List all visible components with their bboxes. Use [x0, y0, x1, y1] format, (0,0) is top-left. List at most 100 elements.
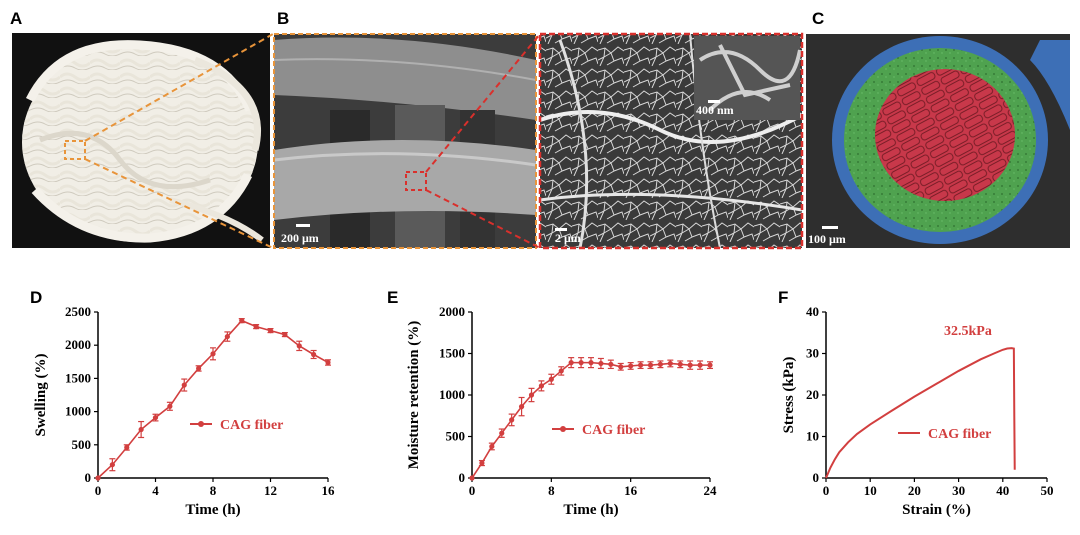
- panel-label-f: F: [778, 288, 788, 307]
- chart-e-data-point: [618, 364, 624, 370]
- chart-d-data-point: [325, 359, 331, 366]
- chart-d-legend-label: CAG fiber: [220, 418, 283, 433]
- chart-d-x-tick-label: 4: [152, 483, 159, 498]
- chart-d-y-tick-label: 2500: [65, 304, 91, 319]
- panel-label-e: E: [387, 288, 398, 307]
- chart-e-data-point: [489, 443, 495, 450]
- chart-d-data-point: [124, 444, 130, 451]
- chart-e-x-tick-label: 0: [469, 483, 476, 498]
- chart-f-y-tick-label: 40: [806, 304, 819, 319]
- chart-e-series-line: [471, 361, 710, 479]
- chart-f-x-tick-label: 40: [996, 483, 1009, 498]
- panel-label-c: C: [812, 9, 824, 28]
- scale-label-400nm: 400 nm: [696, 103, 734, 117]
- chart-e-data-point: [469, 475, 475, 481]
- chart-e-x-axis-label: Time (h): [563, 502, 618, 518]
- chart-f-peak-annotation: 32.5kPa: [944, 324, 992, 339]
- chart-d-y-tick-label: 500: [72, 437, 92, 452]
- chart-d-data-point: [181, 382, 187, 388]
- chart-d-data-point: [296, 343, 302, 349]
- panel-label-b: B: [277, 9, 289, 28]
- chart-d-data-point: [95, 475, 101, 481]
- chart-d-x-axis-label: Time (h): [185, 502, 240, 518]
- zoom-line-a-bottom: [84, 158, 274, 249]
- chart-e-data-point: [578, 360, 584, 366]
- chart-e-data-point: [647, 362, 654, 368]
- chart-d-data-point: [210, 351, 216, 357]
- chart-f-y-axis-label: Stress (kPa): [781, 357, 797, 434]
- chart-d-x-tick-label: 12: [264, 483, 277, 498]
- chart-e-x-tick-label: 8: [548, 483, 555, 498]
- chart-e-data-point: [628, 363, 634, 369]
- chart-e-legend-label: CAG fiber: [582, 423, 645, 438]
- chart-f-x-tick-label: 20: [908, 483, 921, 498]
- panel-b-left-frame: [273, 33, 537, 249]
- panel-a-photo: [12, 33, 270, 248]
- chart-d-data-point: [109, 462, 115, 468]
- chart-e-data-point: [558, 368, 564, 374]
- chart-f-x-tick-label: 10: [864, 483, 877, 498]
- chart-d-data-point: [311, 351, 317, 358]
- chart-e-legend-marker: [560, 426, 566, 432]
- chart-d-data-point: [253, 324, 259, 330]
- panel-label-d: D: [30, 288, 42, 307]
- chart-d-legend-marker: [198, 421, 204, 427]
- chart-e-data-point: [637, 362, 644, 368]
- zoom-line-b-bottom: [425, 189, 541, 249]
- scale-label-200um: 200 μm: [281, 231, 319, 245]
- chart-e-y-tick-label: 0: [459, 470, 466, 485]
- panel-label-a: A: [10, 9, 22, 28]
- chart-f-x-tick-label: 0: [823, 483, 830, 498]
- chart-e-y-tick-label: 1500: [439, 346, 465, 361]
- chart-e-y-axis-label: Moisture retention (%): [406, 321, 422, 470]
- panel-c-cross-section: [806, 34, 1070, 248]
- chart-f-series-line: [825, 347, 1016, 479]
- chart-d-data-point: [167, 403, 173, 409]
- chart-f-x-axis-label: Strain (%): [902, 502, 971, 518]
- chart-f-y-tick-label: 10: [806, 429, 819, 444]
- chart-e-data-point: [608, 361, 614, 367]
- chart-e-data-point: [538, 383, 545, 389]
- chart-e-data-point: [548, 376, 554, 382]
- chart-e-y-tick-label: 2000: [439, 304, 465, 319]
- panel-b-sem-high: [539, 33, 803, 249]
- chart-d-x-tick-label: 8: [210, 483, 217, 498]
- chart-e-data-point: [697, 362, 703, 368]
- chart-d-y-tick-label: 1500: [65, 370, 91, 385]
- chart-e-data-point: [667, 360, 673, 367]
- chart-e-x-tick-label: 16: [624, 483, 638, 498]
- zoom-line-a-top: [84, 33, 274, 142]
- chart-e-data-point: [588, 360, 594, 366]
- chart-e-data-point: [568, 360, 574, 366]
- chart-d-y-axis-label: Swelling (%): [33, 354, 49, 437]
- chart-d-y-tick-label: 0: [85, 470, 92, 485]
- chart-f-x-tick-label: 50: [1041, 483, 1054, 498]
- chart-d-series-line: [97, 319, 329, 479]
- chart-e-x-tick-label: 24: [704, 483, 718, 498]
- chart-f-y-tick-label: 30: [806, 346, 819, 361]
- chart-d-x-tick-label: 16: [322, 483, 336, 498]
- chart-d-y-tick-label: 2000: [65, 337, 91, 352]
- chart-d-data-point: [267, 327, 274, 334]
- chart-e-data-point: [499, 430, 505, 436]
- chart-f-x-tick-label: 30: [952, 483, 965, 498]
- chart-f-stress-strain: 0 10 20 30 40 50 0 10 20 30 40 Strain (%) Stress (kP…: [781, 304, 1054, 518]
- chart-d-data-point: [282, 331, 288, 338]
- chart-d-swelling: 0 4 8 12 16 0 500 1000 1500 2000 2500 Time (h) Swell…: [33, 304, 335, 518]
- panel-b-right-frame: [538, 32, 804, 250]
- chart-e-data-point: [687, 362, 693, 368]
- chart-d-data-point: [138, 426, 144, 433]
- chart-e-data-point: [479, 460, 485, 466]
- chart-e-data-point: [677, 361, 683, 367]
- chart-d-x-tick-label: 0: [95, 483, 102, 498]
- chart-e-data-point: [518, 404, 525, 410]
- chart-f-y-tick-label: 20: [806, 387, 819, 402]
- scale-label-2um: 2 μm: [555, 231, 581, 245]
- chart-e-y-tick-label: 1000: [439, 387, 465, 402]
- chart-e-y-tick-label: 500: [446, 429, 466, 444]
- chart-e-data-point: [657, 361, 664, 367]
- chart-d-data-point: [224, 333, 230, 340]
- chart-d-data-point: [239, 318, 245, 324]
- chart-e-moisture-retention: 0 8 16 24 0 500 1000 1500 2000 Time (h) Moisture r…: [406, 304, 717, 518]
